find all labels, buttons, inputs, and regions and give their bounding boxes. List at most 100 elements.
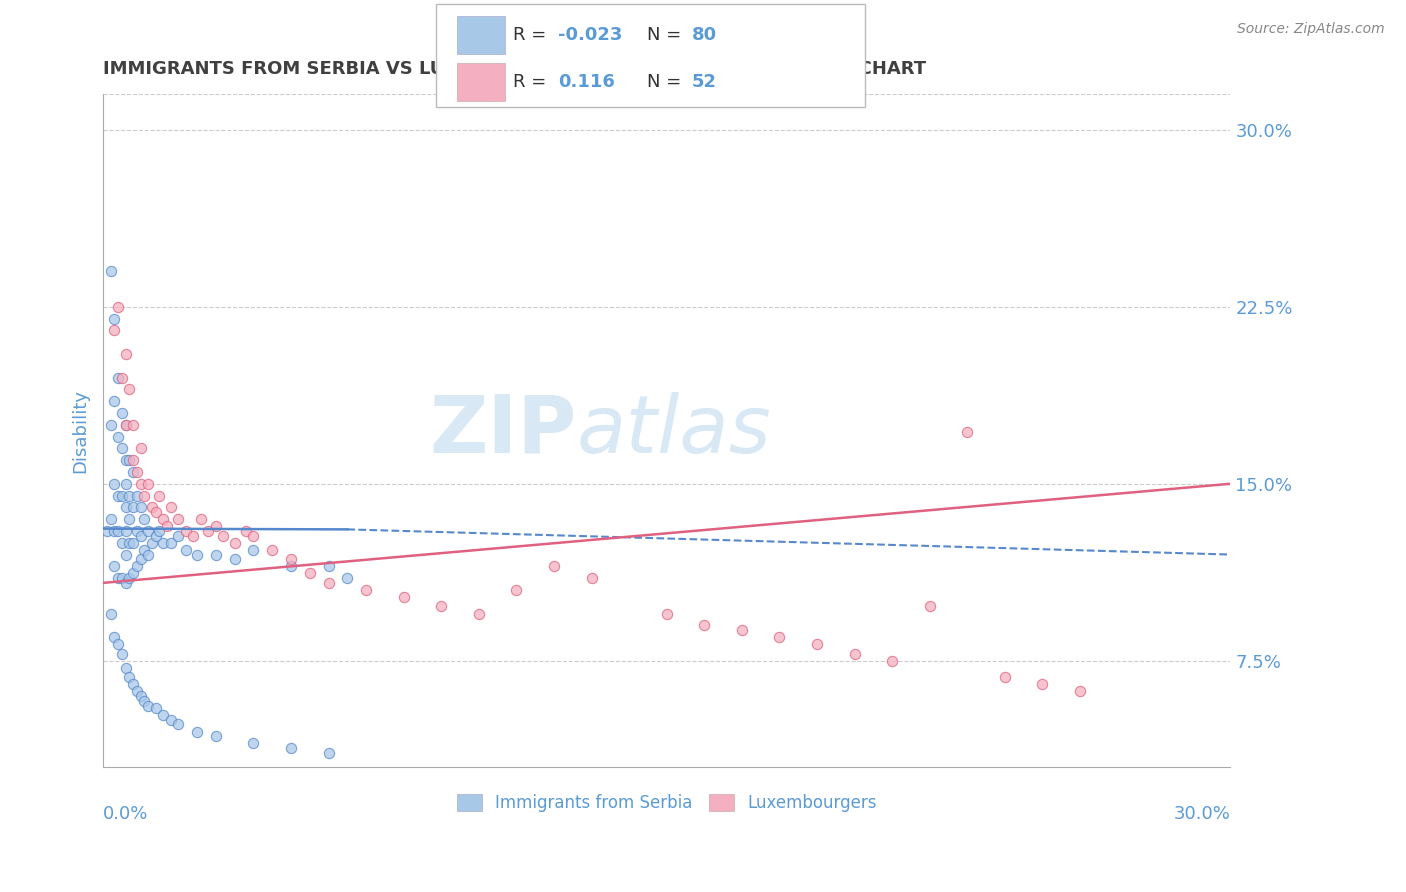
Point: [114, 500, 136, 515]
Point: [336, 571, 359, 585]
Point: [159, 713, 181, 727]
Point: [118, 453, 141, 467]
Point: [114, 417, 136, 432]
Point: [186, 548, 208, 562]
Text: R =: R =: [513, 26, 553, 44]
Point: [122, 500, 145, 515]
Point: [318, 746, 340, 760]
Point: [103, 476, 125, 491]
Point: [114, 453, 136, 467]
Text: 30.0%: 30.0%: [1174, 805, 1230, 822]
Point: [136, 698, 159, 713]
Point: [655, 607, 678, 621]
Point: [224, 535, 246, 549]
Text: Source: ZipAtlas.com: Source: ZipAtlas.com: [1237, 22, 1385, 37]
Point: [114, 417, 136, 432]
Point: [134, 694, 156, 708]
Point: [103, 630, 125, 644]
Point: [167, 529, 190, 543]
Point: [136, 524, 159, 538]
Point: [100, 512, 122, 526]
Point: [145, 701, 167, 715]
Point: [148, 489, 170, 503]
Point: [918, 599, 941, 614]
Point: [242, 736, 264, 750]
Point: [100, 417, 122, 432]
Point: [693, 618, 716, 632]
Point: [156, 519, 179, 533]
Text: N =: N =: [647, 26, 686, 44]
Point: [136, 548, 159, 562]
Point: [129, 689, 152, 703]
Point: [129, 500, 152, 515]
Text: N =: N =: [647, 73, 686, 91]
Point: [468, 607, 491, 621]
Point: [844, 647, 866, 661]
Point: [114, 524, 136, 538]
Point: [174, 542, 197, 557]
Point: [107, 524, 129, 538]
Point: [235, 524, 257, 538]
Point: [581, 571, 603, 585]
Point: [111, 571, 134, 585]
Point: [205, 519, 228, 533]
Point: [298, 566, 321, 581]
Point: [114, 476, 136, 491]
Point: [994, 670, 1017, 684]
Point: [125, 465, 148, 479]
Point: [118, 512, 141, 526]
Point: [280, 559, 302, 574]
Point: [122, 566, 145, 581]
Text: 0.0%: 0.0%: [103, 805, 149, 822]
Text: 80: 80: [692, 26, 717, 44]
Point: [125, 489, 148, 503]
Text: R =: R =: [513, 73, 553, 91]
Point: [107, 370, 129, 384]
Point: [174, 524, 197, 538]
Point: [882, 654, 904, 668]
Point: [122, 677, 145, 691]
Point: [114, 575, 136, 590]
Point: [118, 571, 141, 585]
Point: [100, 264, 122, 278]
Point: [543, 559, 565, 574]
Point: [122, 417, 145, 432]
Point: [212, 529, 235, 543]
Point: [111, 647, 134, 661]
Point: [148, 524, 170, 538]
Point: [129, 529, 152, 543]
Point: [118, 670, 141, 684]
Point: [103, 311, 125, 326]
Point: [159, 535, 181, 549]
Point: [768, 630, 790, 644]
Text: ZIP: ZIP: [429, 392, 576, 470]
Point: [141, 535, 163, 549]
Point: [152, 512, 174, 526]
Point: [111, 406, 134, 420]
Point: [392, 590, 415, 604]
Point: [129, 442, 152, 456]
Point: [107, 637, 129, 651]
Point: [262, 542, 284, 557]
Point: [280, 552, 302, 566]
Point: [136, 476, 159, 491]
Point: [318, 575, 340, 590]
Point: [318, 559, 340, 574]
Point: [280, 741, 302, 756]
Point: [118, 535, 141, 549]
Point: [731, 623, 754, 637]
Point: [107, 300, 129, 314]
Point: [205, 548, 228, 562]
Point: [118, 383, 141, 397]
Point: [107, 489, 129, 503]
Point: [167, 717, 190, 731]
Text: 0.116: 0.116: [558, 73, 614, 91]
Point: [134, 489, 156, 503]
Point: [167, 512, 190, 526]
Point: [103, 559, 125, 574]
Point: [111, 535, 134, 549]
Point: [159, 500, 181, 515]
Point: [107, 429, 129, 443]
Point: [430, 599, 453, 614]
Point: [122, 453, 145, 467]
